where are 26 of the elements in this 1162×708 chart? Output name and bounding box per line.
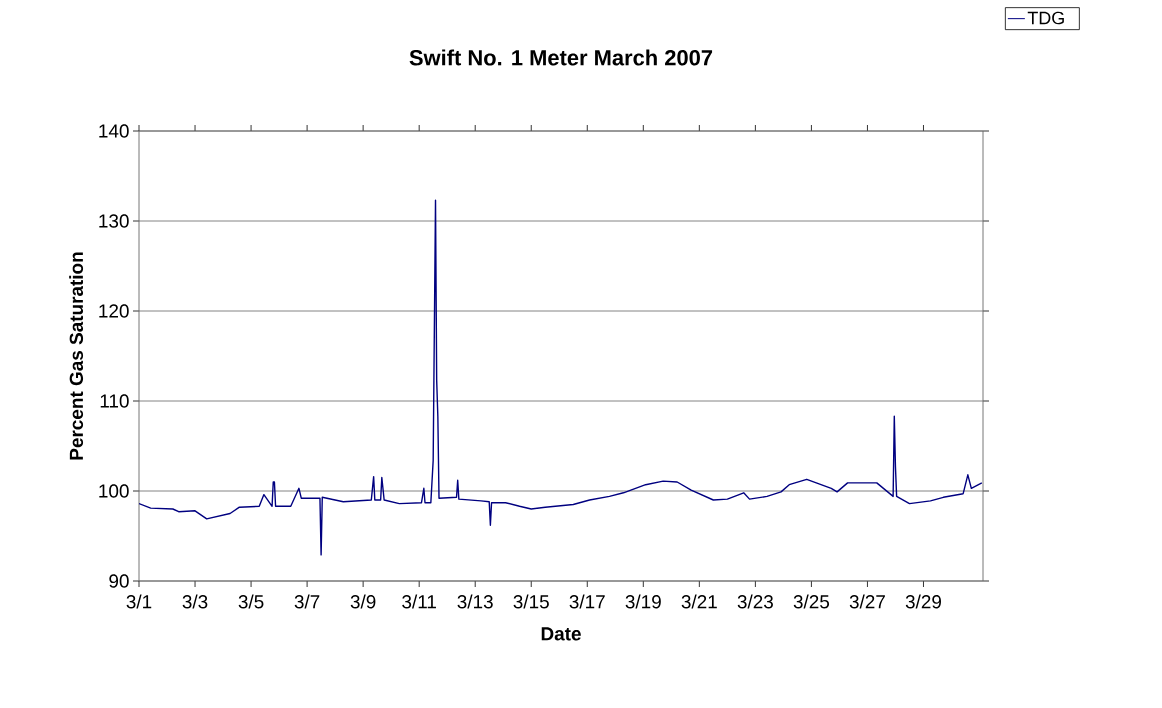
y-tick-label: 140 — [99, 124, 129, 138]
y-tick-label: 130 — [99, 214, 129, 228]
x-tick-label: 3/23 — [737, 594, 773, 609]
x-tick-label: 3/1 — [126, 594, 152, 609]
x-tick-label: 3/5 — [238, 594, 264, 609]
y-tick-label: 100 — [99, 484, 129, 498]
line-series — [139, 199, 983, 556]
x-tick-label: 3/7 — [294, 594, 320, 609]
y-axis-title: Percent Gas Saturation — [69, 252, 84, 460]
y-tick-label: 90 — [109, 574, 129, 588]
y-tick-label: 110 — [100, 394, 129, 408]
y-tick-label: 120 — [99, 304, 129, 318]
x-tick-label: 3/15 — [513, 594, 549, 609]
x-tick-label: 3/9 — [350, 594, 376, 609]
x-tick-label: 3/17 — [569, 594, 605, 609]
x-tick-label: 3/19 — [625, 594, 661, 609]
legend-label: TDG — [1027, 11, 1064, 25]
x-tick-label: 3/11 — [402, 594, 436, 609]
x-tick-label: 3/13 — [457, 594, 493, 609]
x-tick-label: 3/29 — [905, 594, 941, 609]
x-axis-title: Date — [541, 627, 581, 641]
x-tick-label: 3/21 — [681, 594, 717, 609]
x-tick-label: 3/3 — [182, 594, 208, 609]
chart-title: Swift No. 1 Meter March 2007 — [409, 49, 713, 66]
x-tick-label: 3/25 — [793, 594, 830, 609]
x-tick-label: 3/27 — [849, 594, 885, 609]
